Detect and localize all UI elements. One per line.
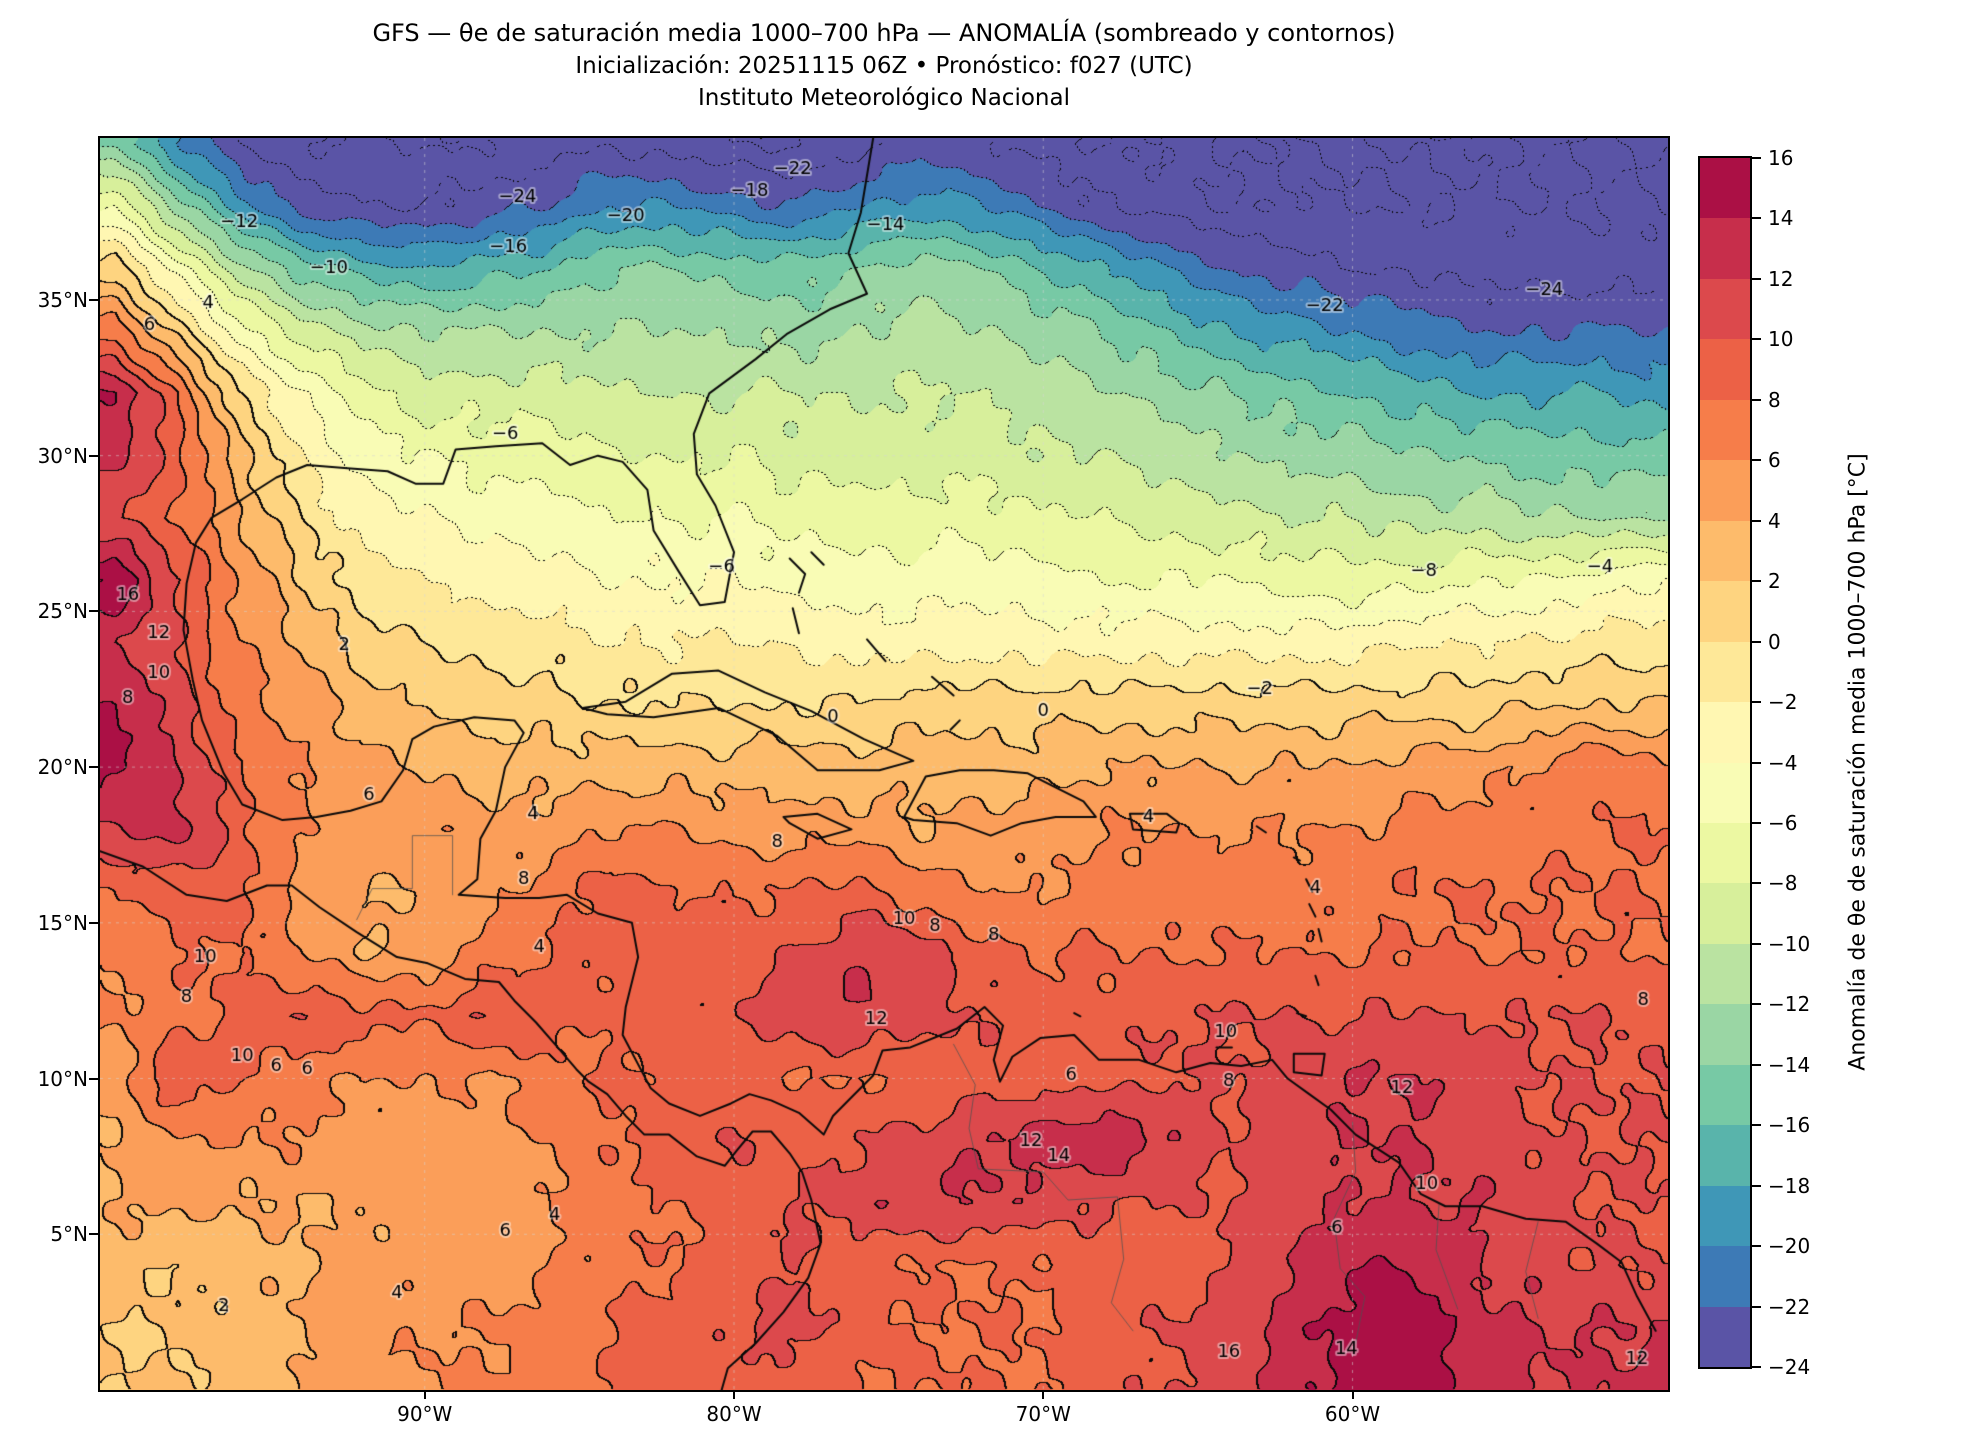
y-tick-mark <box>89 610 98 613</box>
colorbar-segment <box>1700 581 1750 642</box>
colorbar-tick-label: −24 <box>1768 1355 1811 1379</box>
colorbar-segment <box>1700 1004 1750 1065</box>
colorbar-tick-mark <box>1752 640 1761 643</box>
colorbar-segment <box>1700 339 1750 400</box>
colorbar-tick-mark <box>1752 942 1761 945</box>
x-tick-mark <box>423 1390 426 1399</box>
colorbar-segment <box>1700 1246 1750 1307</box>
colorbar-tick-mark <box>1752 519 1761 522</box>
colorbar-label: Anomalía de θe de saturación media 1000–… <box>1845 453 1871 1071</box>
x-tick-mark <box>733 1390 735 1399</box>
x-tick-label: 90°W <box>397 1402 453 1426</box>
x-tick-mark <box>1351 1390 1354 1399</box>
chart-title: GFS — θe de saturación media 1000–700 hP… <box>372 19 1396 47</box>
y-tick-label: 35°N <box>37 287 88 312</box>
x-tick-label: 60°W <box>1324 1402 1381 1426</box>
colorbar-tick-mark <box>1752 821 1761 824</box>
y-tick-mark <box>89 454 98 457</box>
colorbar-tick-mark <box>1752 459 1761 462</box>
colorbar-segment <box>1700 883 1750 944</box>
colorbar-segment <box>1700 1064 1750 1126</box>
x-tick-mark <box>1042 1390 1045 1399</box>
colorbar-tick-mark <box>1752 701 1761 704</box>
colorbar-tick-mark <box>1752 580 1761 583</box>
colorbar-tick-label: −14 <box>1768 1052 1811 1077</box>
colorbar-tick-label: −18 <box>1768 1173 1811 1198</box>
colorbar-tick-mark <box>1752 157 1761 159</box>
colorbar-tick-label: −12 <box>1768 992 1811 1017</box>
colorbar-segment <box>1700 641 1750 703</box>
chart-subtitle: Inicialización: 20251115 06Z • Pronóstic… <box>575 53 1193 79</box>
colorbar-tick-mark <box>1752 217 1761 220</box>
y-tick-label: 20°N <box>37 755 88 780</box>
colorbar-tick-mark <box>1752 1124 1761 1127</box>
colorbar-tick-label: 16 <box>1768 146 1794 170</box>
colorbar <box>1698 156 1752 1369</box>
colorbar-tick-label: 14 <box>1768 206 1794 231</box>
colorbar-segment <box>1700 278 1750 340</box>
colorbar-tick-mark <box>1752 338 1761 341</box>
colorbar-tick-mark <box>1752 882 1761 885</box>
y-tick-label: 10°N <box>37 1066 88 1091</box>
colorbar-tick-label: −8 <box>1768 871 1798 896</box>
colorbar-tick-mark <box>1752 277 1761 280</box>
colorbar-segment <box>1700 460 1750 521</box>
map-canvas <box>100 138 1668 1390</box>
colorbar-segment <box>1700 702 1750 763</box>
colorbar-segment <box>1700 520 1750 582</box>
x-tick-label: 80°W <box>706 1402 762 1426</box>
colorbar-tick-label: 2 <box>1768 569 1781 594</box>
colorbar-tick-label: 0 <box>1768 629 1781 654</box>
colorbar-segment <box>1700 1125 1750 1186</box>
x-tick-label: 70°W <box>1015 1402 1071 1426</box>
map-frame <box>98 136 1670 1392</box>
colorbar-tick-mark <box>1752 1305 1761 1308</box>
colorbar-tick-label: 6 <box>1768 448 1781 473</box>
colorbar-tick-mark <box>1752 1245 1761 1248</box>
colorbar-tick-mark <box>1752 1366 1761 1368</box>
y-tick-mark <box>89 766 98 769</box>
colorbar-segment <box>1700 158 1750 219</box>
y-tick-label: 15°N <box>37 910 88 935</box>
colorbar-tick-label: −4 <box>1768 750 1798 775</box>
colorbar-tick-mark <box>1752 1003 1761 1006</box>
colorbar-tick-label: −16 <box>1768 1113 1811 1138</box>
y-tick-label: 5°N <box>50 1222 88 1247</box>
y-tick-mark <box>89 298 98 301</box>
colorbar-tick-label: 12 <box>1768 266 1794 291</box>
colorbar-segment <box>1700 218 1750 279</box>
colorbar-tick-mark <box>1752 1063 1761 1066</box>
y-tick-label: 30°N <box>37 443 88 468</box>
colorbar-tick-mark <box>1752 1184 1761 1187</box>
colorbar-segment <box>1700 1185 1750 1247</box>
y-tick-label: 25°N <box>37 599 88 624</box>
colorbar-tick-label: 8 <box>1768 387 1781 412</box>
colorbar-tick-label: 10 <box>1768 327 1794 352</box>
colorbar-segment <box>1700 762 1750 823</box>
chart-institution: Instituto Meteorológico Nacional <box>698 85 1070 111</box>
colorbar-tick-label: −20 <box>1768 1234 1811 1259</box>
colorbar-tick-label: 4 <box>1768 508 1781 533</box>
y-tick-mark <box>89 921 98 924</box>
colorbar-tick-label: −10 <box>1768 931 1811 956</box>
colorbar-tick-mark <box>1752 398 1761 401</box>
colorbar-tick-label: −6 <box>1768 810 1798 835</box>
colorbar-tick-label: −2 <box>1768 690 1798 715</box>
colorbar-segment <box>1700 822 1750 884</box>
y-tick-mark <box>89 1233 98 1236</box>
colorbar-segment <box>1700 1306 1750 1368</box>
colorbar-tick-mark <box>1752 761 1761 764</box>
y-tick-mark <box>89 1077 98 1080</box>
colorbar-segment <box>1700 399 1750 461</box>
colorbar-tick-label: −22 <box>1768 1294 1811 1319</box>
colorbar-segment <box>1700 943 1750 1005</box>
titles: GFS — θe de saturación media 1000–700 hP… <box>100 16 1668 114</box>
